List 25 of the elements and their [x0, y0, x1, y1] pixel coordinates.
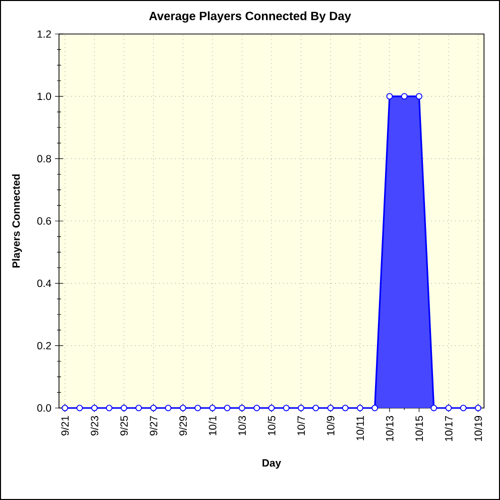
x-tick-label: 10/5 — [268, 416, 276, 436]
x-tick-label: 10/13 — [386, 416, 394, 442]
x-tick-label: 9/21 — [61, 416, 69, 436]
x-tick-label: 10/11 — [356, 416, 364, 440]
x-tick-label: 10/17 — [444, 416, 452, 442]
y-tick-label: 1.2 — [38, 30, 51, 38]
y-tick-label: 0.4 — [37, 280, 52, 288]
x-tick-label: 10/1 — [208, 416, 216, 436]
y-tick-label: 0.0 — [37, 404, 52, 412]
y-tick-label: 0.6 — [37, 217, 52, 225]
x-tick-label: 9/27 — [150, 416, 158, 436]
x-tick-label: 10/3 — [238, 416, 246, 436]
x-tick-label: 9/29 — [179, 416, 187, 436]
y-tick-label: 0.8 — [37, 154, 52, 162]
x-tick-label: 10/9 — [326, 416, 334, 436]
y-axis-title: Players Connected — [12, 174, 22, 268]
chart-title: Average Players Connected By Day — [149, 11, 352, 23]
y-tick-label: 0.2 — [37, 342, 51, 350]
x-tick-label: 10/15 — [415, 416, 423, 442]
x-axis-title: Day — [262, 459, 282, 469]
x-tick-label: 9/25 — [120, 416, 128, 436]
x-tick-label: 10/19 — [474, 416, 482, 442]
y-tick-label: 1.0 — [38, 92, 52, 100]
x-tick-label: 10/7 — [297, 416, 305, 436]
x-tick-label: 9/23 — [90, 416, 98, 436]
